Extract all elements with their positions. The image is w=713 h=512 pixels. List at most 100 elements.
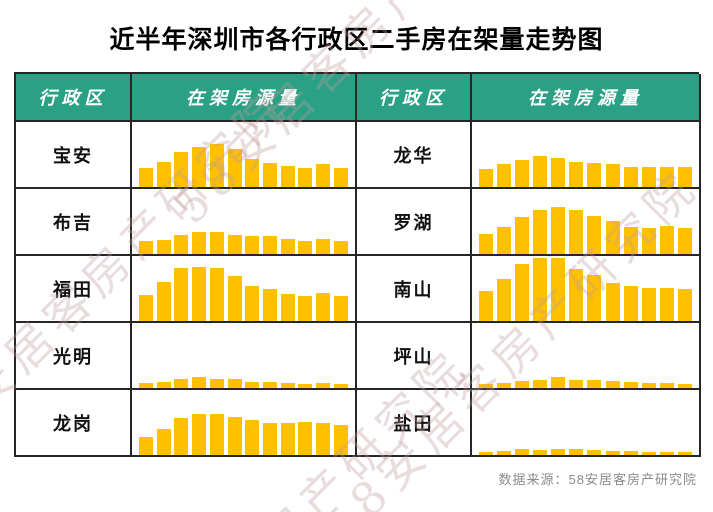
- bar: [515, 160, 530, 187]
- bar: [298, 384, 313, 388]
- header-listings-right: 在架房源量: [472, 74, 701, 122]
- bar: [587, 380, 602, 388]
- bar: [263, 423, 278, 455]
- bar: [156, 240, 171, 254]
- bar: [263, 382, 278, 388]
- bar: [659, 288, 674, 321]
- bar: [533, 156, 548, 187]
- bar: [569, 380, 584, 388]
- bar: [245, 236, 260, 254]
- bar: [677, 384, 692, 388]
- district-label-baoan: 宝安: [16, 122, 132, 189]
- bar: [569, 449, 584, 455]
- bar: [227, 276, 242, 321]
- bar: [139, 437, 153, 455]
- bar: [316, 423, 331, 455]
- district-listings-table: 行政区 在架房源量 行政区 在架房源量 宝安 龙华 布吉 罗湖 福田 南山 光明…: [14, 72, 701, 457]
- district-label-nanshan: 南山: [357, 256, 472, 323]
- bar: [174, 379, 189, 388]
- bar: [497, 451, 512, 455]
- bar: [156, 382, 171, 388]
- bar: [551, 158, 566, 187]
- bar: [227, 149, 242, 187]
- bar: [677, 228, 692, 254]
- bar: [227, 379, 242, 388]
- bar: [479, 452, 493, 455]
- bar: [479, 234, 493, 254]
- bar: [659, 452, 674, 455]
- bar: [316, 164, 331, 187]
- district-label-buji: 布吉: [16, 189, 132, 256]
- bar: [551, 449, 566, 455]
- bar: [515, 449, 530, 455]
- bar: [227, 417, 242, 455]
- bar: [479, 291, 493, 321]
- district-label-futian: 福田: [16, 256, 132, 323]
- bar-chart-baoan: [132, 122, 357, 189]
- bar: [280, 423, 295, 455]
- bar: [623, 167, 638, 187]
- bar: [174, 268, 189, 321]
- bar-chart-luohu: [472, 189, 701, 256]
- bar: [641, 288, 656, 321]
- bar: [587, 163, 602, 187]
- bar: [333, 241, 348, 254]
- bar-chart-longgang: [132, 390, 357, 457]
- district-label-longhua: 龙华: [357, 122, 472, 189]
- bar: [659, 383, 674, 388]
- bar-chart-guangming: [132, 323, 357, 390]
- bar: [298, 168, 313, 187]
- bar: [677, 289, 692, 321]
- bar: [192, 232, 207, 254]
- bar: [515, 381, 530, 388]
- district-label-luohu: 罗湖: [357, 189, 472, 256]
- bar-chart-pingshan: [472, 323, 701, 390]
- bar: [641, 167, 656, 187]
- bar: [623, 286, 638, 321]
- district-label-pingshan: 坪山: [357, 323, 472, 390]
- bar: [479, 384, 493, 388]
- bar-chart-buji: [132, 189, 357, 256]
- bar: [333, 296, 348, 321]
- bar-chart-yantian: [472, 390, 701, 457]
- bar: [659, 167, 674, 187]
- bar: [280, 239, 295, 254]
- bar: [479, 169, 493, 187]
- bar: [623, 451, 638, 455]
- bar: [174, 152, 189, 187]
- bar: [641, 452, 656, 455]
- bar: [245, 286, 260, 321]
- bar: [298, 296, 313, 321]
- bar: [316, 293, 331, 321]
- bar: [333, 168, 348, 187]
- bar: [677, 452, 692, 455]
- bar: [569, 269, 584, 321]
- bar: [156, 162, 171, 187]
- bar: [245, 382, 260, 388]
- bar: [298, 422, 313, 455]
- bar: [263, 289, 278, 321]
- bar: [587, 450, 602, 455]
- bar: [192, 377, 207, 388]
- bar-chart-nanshan: [472, 256, 701, 323]
- bar: [605, 381, 620, 388]
- bar: [497, 227, 512, 254]
- bar: [263, 236, 278, 254]
- bar: [497, 383, 512, 388]
- bar: [569, 210, 584, 254]
- bar: [245, 159, 260, 187]
- bar: [623, 227, 638, 254]
- bar: [605, 283, 620, 321]
- bar: [551, 207, 566, 254]
- bar: [587, 275, 602, 321]
- data-source-note: 数据来源：58安居客房产研究院: [498, 472, 697, 487]
- bar: [659, 226, 674, 254]
- bar: [587, 216, 602, 254]
- bar-chart-longhua: [472, 122, 701, 189]
- bar: [209, 232, 224, 254]
- page-title: 近半年深圳市各行政区二手房在架量走势图: [109, 26, 604, 54]
- bar: [174, 235, 189, 254]
- bar: [316, 383, 331, 388]
- bar: [139, 383, 153, 388]
